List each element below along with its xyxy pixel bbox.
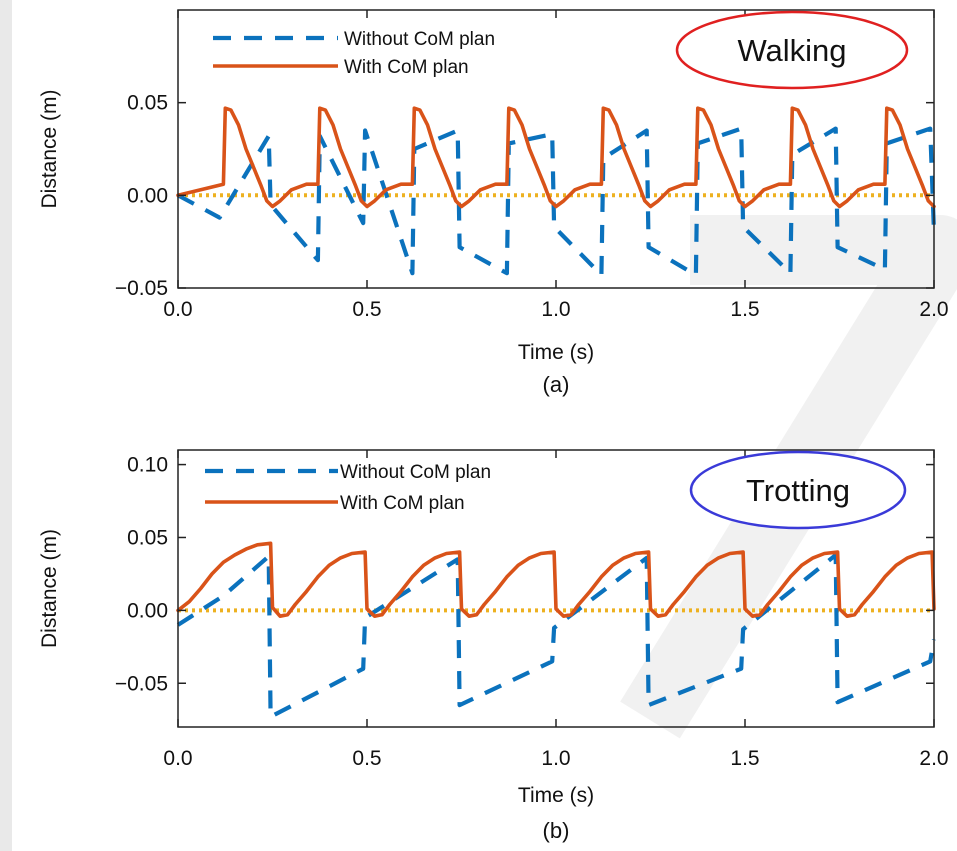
x-tick-label: 1.5 [730, 747, 759, 770]
x-tick-label: 2.0 [919, 298, 948, 321]
watermark [620, 215, 957, 739]
y-tick-label: −0.05 [115, 672, 168, 695]
x-axis-label-trotting: Time (s) [518, 784, 594, 807]
panel-label-a: (a) [543, 372, 570, 397]
series-line-with-com-walking [176, 106, 936, 209]
legend-label-with: With CoM plan [340, 493, 465, 514]
y-tick-label: 0.00 [127, 599, 168, 622]
y-tick-label: 0.00 [127, 184, 168, 207]
x-tick-label: 1.0 [541, 747, 570, 770]
y-axis-label-walking: Distance (m) [38, 89, 61, 208]
y-tick-label: 0.05 [127, 526, 168, 549]
x-tick-label: 0.0 [163, 298, 192, 321]
chart-walking: 0.0 0.5 1.0 1.5 2.0 −0.05 0.00 0.05 Without CoM… [38, 9, 949, 397]
panel-label-b: (b) [543, 818, 570, 843]
trotting-ellipse [689, 450, 907, 530]
series-line-with-com-trotting [176, 541, 936, 618]
legend-label-without: Without CoM plan [340, 462, 491, 483]
legend-label-with: With CoM plan [344, 57, 469, 78]
y-tick-label: 0.05 [127, 92, 168, 115]
x-tick-label: 2.0 [919, 747, 948, 770]
legend-trotting: Without CoM plan With CoM plan [205, 462, 491, 514]
legend-walking: Without CoM plan With CoM plan [213, 29, 495, 78]
series-line-without-com-walking [177, 126, 937, 278]
walking-tag: Walking [737, 33, 846, 68]
x-tick-label: 0.0 [163, 747, 192, 770]
legend-label-without: Without CoM plan [344, 29, 495, 50]
series-line-without-com-trotting [176, 552, 937, 719]
y-tick-label: 0.10 [127, 454, 168, 477]
y-tick-label: −0.05 [115, 277, 168, 300]
x-tick-label: 0.5 [352, 747, 381, 770]
x-tick-label: 1.5 [730, 298, 759, 321]
x-axis-label-walking: Time (s) [518, 341, 594, 364]
walking-ellipse [675, 10, 909, 90]
trotting-tag: Trotting [746, 473, 850, 508]
chart-trotting: 0.0 0.5 1.0 1.5 2.0 −0.05 0.00 0.05 0.10 Without… [38, 449, 949, 843]
x-tick-label: 1.0 [541, 298, 570, 321]
x-tick-label: 0.5 [352, 298, 381, 321]
y-axis-label-trotting: Distance (m) [38, 529, 61, 648]
